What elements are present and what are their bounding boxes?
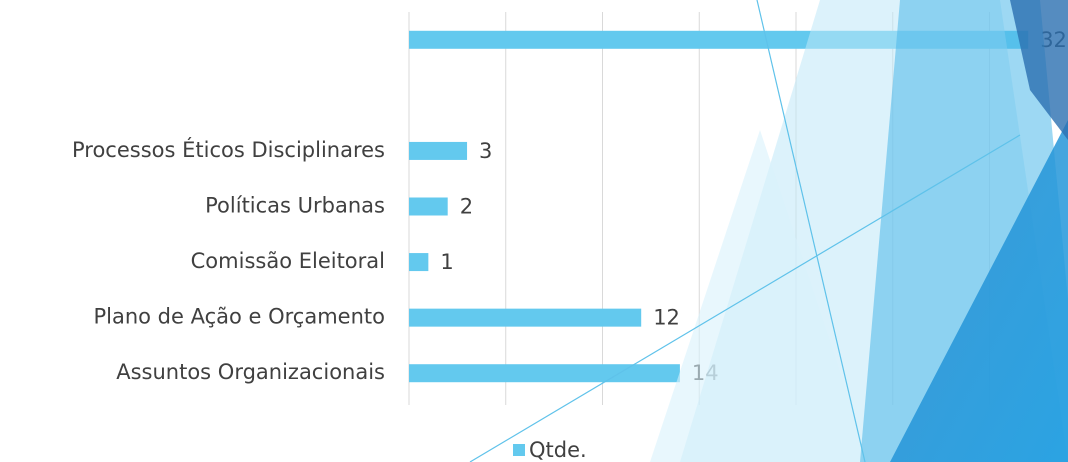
data-label: 12 [653,306,680,330]
y-tick-label: Comissão Eleitoral [191,249,385,273]
data-label: 14 [692,361,719,385]
data-label: 3 [479,139,492,163]
bar [409,253,429,272]
bar [409,30,1029,49]
y-tick-label: Assuntos Organizacionais [116,360,385,384]
bar [409,197,448,216]
bar [409,308,642,327]
legend-swatch [513,444,525,456]
y-tick-label: Políticas Urbanas [205,194,385,218]
data-label: 32 [1040,28,1067,52]
bar [409,141,468,160]
y-tick-label: Processos Éticos Disciplinares [72,137,385,162]
y-tick-label: Plano de Ação e Orçamento [93,305,385,329]
legend-label: Qtde. [529,438,587,462]
data-label: 2 [460,195,473,219]
data-label: 1 [440,250,453,274]
bar [409,364,680,383]
